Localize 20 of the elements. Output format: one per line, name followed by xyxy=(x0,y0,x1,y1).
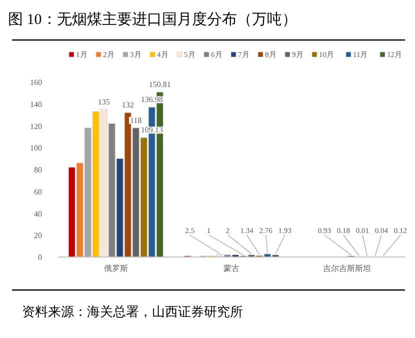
y-tick-label: 160 xyxy=(30,78,42,87)
y-tick-label: 80 xyxy=(34,166,42,174)
y-tick-label: 120 xyxy=(30,122,42,131)
y-tick-label: 0 xyxy=(38,253,42,262)
chart-title: 图 10：无烟煤主要进口国月度分布（万吨） xyxy=(8,11,297,28)
y-tick-label: 40 xyxy=(34,209,42,218)
data-label: 109.13 xyxy=(140,126,163,135)
y-tick-label: 100 xyxy=(30,144,42,153)
data-label: 150.81 xyxy=(148,80,171,90)
data-label: 132 xyxy=(122,100,134,110)
y-tick-label: 140 xyxy=(30,100,42,109)
x-tick-label: 蒙古 xyxy=(224,264,240,273)
text: 资料来源：海关总署，山西证券研究所 xyxy=(22,304,243,319)
data-label: 136.98 xyxy=(140,95,163,104)
y-tick-label: 20 xyxy=(34,231,42,240)
data-label: 135 xyxy=(98,97,110,106)
x-tick-label: 俄罗斯 xyxy=(104,264,128,273)
x-tick-label: 吉尔吉斯斯坦 xyxy=(323,264,372,273)
data-label: 118 xyxy=(130,116,142,125)
y-tick-label: 60 xyxy=(34,187,42,196)
